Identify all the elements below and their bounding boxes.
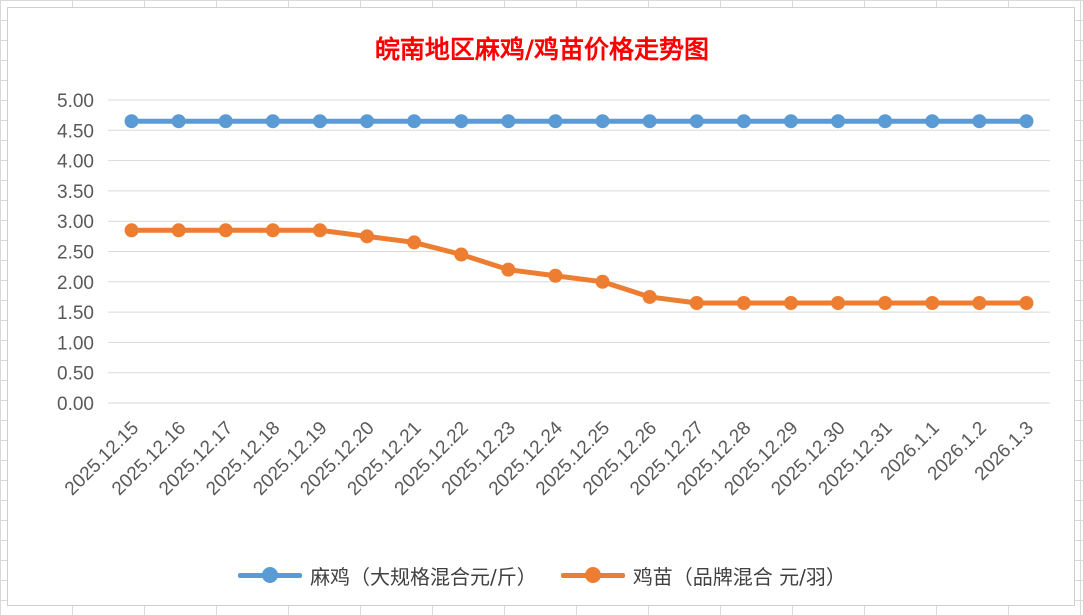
data-point-series-1 (783, 114, 798, 129)
legend: 麻鸡（大规格混合元/斤） 鸡苗（品牌混合 元/羽） (8, 560, 1076, 590)
data-point-series-1 (454, 114, 469, 129)
legend-label-series-2: 鸡苗（品牌混合 元/羽） (632, 564, 846, 589)
data-point-series-2 (878, 296, 893, 311)
y-tick-label: 2.50 (57, 243, 94, 264)
y-tick-label: 4.00 (57, 152, 94, 173)
data-point-series-1 (689, 114, 704, 129)
data-point-series-2 (972, 296, 987, 311)
data-point-series-2 (736, 296, 751, 311)
data-point-series-2 (925, 296, 940, 311)
data-point-series-1 (501, 114, 516, 129)
y-tick-label: 0.50 (57, 364, 94, 385)
legend-label-series-1: 麻鸡（大规格混合元/斤） (310, 564, 537, 589)
data-point-series-2 (454, 247, 469, 262)
legend-swatch-series-2 (560, 565, 625, 585)
y-tick-label: 4.50 (57, 121, 94, 142)
y-tick-label: 3.00 (57, 212, 94, 233)
data-point-series-2 (783, 296, 798, 311)
data-point-series-1 (595, 114, 610, 129)
data-point-series-1 (925, 114, 940, 129)
data-point-series-1 (831, 114, 846, 129)
data-point-series-2 (265, 223, 280, 238)
data-point-series-1 (360, 114, 375, 129)
chart-title: 皖南地区麻鸡/鸡苗价格走势图 (374, 35, 710, 64)
data-point-series-1 (878, 114, 893, 129)
y-tick-label: 1.00 (57, 333, 94, 354)
y-tick-label: 2.00 (57, 273, 94, 294)
data-point-series-2 (501, 262, 516, 277)
y-tick-label: 1.50 (57, 303, 94, 324)
data-point-series-2 (595, 274, 610, 289)
data-point-series-1 (642, 114, 657, 129)
data-point-series-1 (265, 114, 280, 129)
data-point-series-2 (218, 223, 233, 238)
data-point-series-2 (1019, 296, 1034, 311)
data-point-series-1 (124, 114, 139, 129)
legend-swatch-series-1 (238, 565, 303, 585)
data-point-series-1 (171, 114, 186, 129)
chart-frame[interactable]: 皖南地区麻鸡/鸡苗价格走势图 0.00 0.50 1.00 1.50 2.00 2.50 3… (7, 7, 1075, 606)
series-line-2 (129, 227, 1029, 306)
data-point-series-2 (360, 229, 375, 244)
y-tick-label: 3.50 (57, 182, 94, 203)
data-point-series-1 (548, 114, 563, 129)
data-point-series-1 (972, 114, 987, 129)
data-point-series-2 (171, 223, 186, 238)
data-point-series-2 (689, 296, 704, 311)
data-point-series-1 (1019, 114, 1034, 129)
data-point-series-2 (407, 235, 422, 250)
data-point-series-2 (312, 223, 327, 238)
plot-area: 0.00 0.50 1.00 1.50 2.00 2.50 3.00 3.50 4.00 4.50… (57, 91, 1050, 500)
legend-item-series-1: 麻鸡（大规格混合元/斤） (238, 561, 537, 590)
data-point-series-2 (642, 289, 657, 304)
legend-item-series-2: 鸡苗（品牌混合 元/羽） (560, 561, 846, 590)
y-tick-label: 5.00 (57, 91, 94, 112)
data-point-series-2 (548, 268, 563, 283)
data-point-series-1 (736, 114, 751, 129)
data-point-series-1 (312, 114, 327, 129)
data-point-series-1 (218, 114, 233, 129)
data-point-series-2 (124, 223, 139, 238)
y-tick-label: 0.00 (57, 394, 94, 415)
data-point-series-2 (831, 296, 846, 311)
data-point-series-1 (407, 114, 422, 129)
